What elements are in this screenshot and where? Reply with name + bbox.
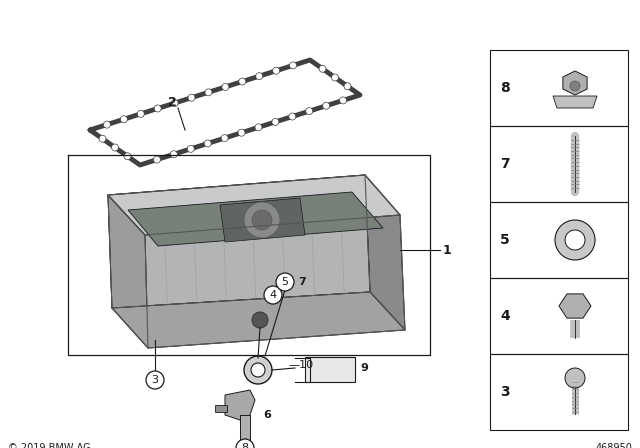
Circle shape — [111, 144, 118, 151]
Circle shape — [276, 273, 294, 291]
Circle shape — [222, 83, 229, 90]
Text: © 2019 BMW AG: © 2019 BMW AG — [8, 443, 91, 448]
Circle shape — [264, 286, 282, 304]
Circle shape — [205, 89, 212, 96]
Bar — [490, 354, 628, 430]
Circle shape — [565, 230, 585, 250]
Polygon shape — [220, 198, 305, 242]
Text: 8: 8 — [241, 443, 248, 448]
Polygon shape — [215, 405, 227, 412]
Text: 5: 5 — [282, 277, 289, 287]
Polygon shape — [365, 175, 405, 330]
Text: 4: 4 — [269, 290, 276, 300]
Bar — [490, 126, 628, 202]
Polygon shape — [128, 192, 383, 246]
Circle shape — [171, 99, 178, 107]
Circle shape — [137, 110, 144, 117]
Text: 9: 9 — [360, 363, 368, 373]
Circle shape — [332, 74, 339, 81]
Text: 7: 7 — [298, 277, 306, 287]
Circle shape — [236, 439, 254, 448]
Text: —10: —10 — [288, 360, 313, 370]
Circle shape — [273, 67, 280, 74]
Text: 6: 6 — [263, 410, 271, 420]
Bar — [490, 278, 628, 354]
Circle shape — [255, 124, 262, 131]
Circle shape — [289, 113, 296, 120]
Circle shape — [289, 62, 296, 69]
Circle shape — [154, 156, 161, 163]
Polygon shape — [108, 175, 370, 308]
Text: 3: 3 — [500, 385, 509, 399]
Circle shape — [565, 368, 585, 388]
Circle shape — [204, 140, 211, 147]
Polygon shape — [563, 71, 587, 95]
Circle shape — [306, 108, 313, 115]
Circle shape — [252, 210, 272, 230]
Polygon shape — [108, 175, 400, 235]
Circle shape — [124, 153, 131, 160]
Text: 8: 8 — [500, 81, 509, 95]
Polygon shape — [559, 294, 591, 318]
Circle shape — [99, 135, 106, 142]
Circle shape — [104, 121, 111, 128]
Text: 4: 4 — [500, 309, 509, 323]
Polygon shape — [112, 292, 405, 348]
Circle shape — [251, 363, 265, 377]
Circle shape — [238, 129, 245, 136]
Polygon shape — [225, 390, 255, 420]
Bar — [490, 50, 628, 126]
Text: 5: 5 — [500, 233, 509, 247]
Circle shape — [221, 134, 228, 142]
Circle shape — [323, 102, 330, 109]
Text: 1: 1 — [443, 244, 452, 257]
Bar — [490, 202, 628, 278]
Circle shape — [319, 65, 326, 72]
Circle shape — [252, 312, 268, 328]
Circle shape — [188, 94, 195, 101]
Circle shape — [244, 356, 272, 384]
Circle shape — [256, 73, 263, 80]
Circle shape — [188, 145, 195, 152]
Text: 468950: 468950 — [595, 443, 632, 448]
Text: 3: 3 — [152, 375, 159, 385]
Circle shape — [570, 81, 580, 91]
Circle shape — [272, 118, 279, 125]
Circle shape — [154, 105, 161, 112]
Polygon shape — [305, 357, 355, 382]
Circle shape — [340, 97, 347, 104]
Circle shape — [146, 371, 164, 389]
Circle shape — [555, 220, 595, 260]
Polygon shape — [553, 96, 597, 108]
Circle shape — [239, 78, 246, 85]
Circle shape — [120, 116, 127, 123]
Circle shape — [344, 83, 351, 90]
Text: 2: 2 — [168, 96, 177, 109]
Polygon shape — [108, 195, 148, 348]
Polygon shape — [240, 415, 250, 440]
Circle shape — [170, 151, 177, 158]
Text: 7: 7 — [500, 157, 509, 171]
Circle shape — [244, 202, 280, 238]
